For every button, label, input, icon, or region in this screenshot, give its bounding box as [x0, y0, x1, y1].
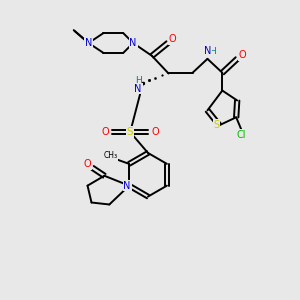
Text: S: S: [213, 120, 219, 130]
Text: H: H: [135, 76, 142, 85]
Text: N: N: [85, 38, 92, 48]
Text: Cl: Cl: [236, 130, 246, 140]
Text: N: N: [134, 84, 142, 94]
Text: O: O: [84, 159, 91, 169]
Text: O: O: [151, 127, 159, 137]
Text: N: N: [130, 38, 137, 48]
Text: N: N: [204, 46, 211, 56]
Text: O: O: [169, 34, 177, 44]
Text: S: S: [127, 127, 134, 137]
Text: H: H: [209, 47, 216, 56]
Text: O: O: [238, 50, 246, 60]
Text: N: N: [124, 181, 131, 191]
Text: CH₃: CH₃: [103, 152, 117, 160]
Text: O: O: [102, 127, 109, 137]
